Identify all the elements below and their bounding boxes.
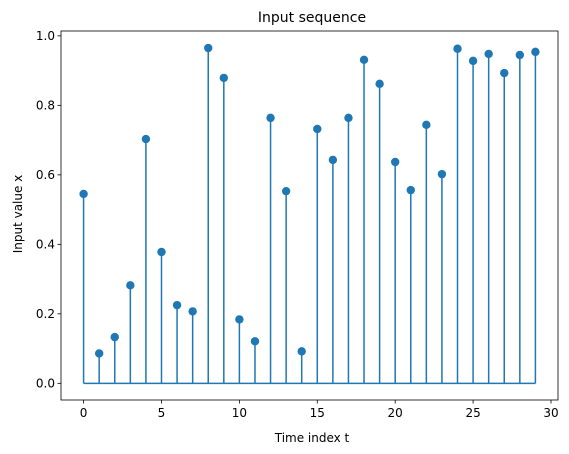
stem-marker — [126, 281, 135, 290]
stem-marker — [157, 247, 166, 257]
stem-marker — [94, 349, 104, 358]
stem-marker — [328, 155, 338, 165]
x-tick-label: 5 — [158, 406, 166, 420]
stem-marker — [313, 124, 322, 134]
y-axis-label: Input value x — [11, 175, 25, 254]
x-tick-label: 25 — [465, 406, 480, 420]
stem-marker — [422, 120, 431, 130]
y-tick-label: 0.6 — [36, 168, 55, 182]
stem-marker — [297, 347, 306, 356]
stem-marker — [79, 189, 88, 199]
y-tick-label: 0.4 — [36, 237, 55, 251]
chart-title: Input sequence — [258, 10, 366, 26]
stem-marker — [266, 113, 275, 123]
stem-marker — [172, 300, 182, 310]
stem-marker — [219, 73, 229, 83]
stem-marker — [375, 79, 384, 89]
stem-marker — [453, 44, 462, 53]
x-tick-label: 10 — [232, 406, 247, 420]
x-tick-label: 20 — [388, 406, 403, 420]
stem-marker — [484, 49, 493, 59]
x-axis-label: Time index t — [274, 431, 350, 445]
stem-marker — [515, 50, 525, 60]
y-tick-label: 0.2 — [36, 307, 55, 321]
y-tick-label: 0.8 — [36, 98, 55, 112]
stem-marker — [281, 186, 291, 196]
x-tick-label: 15 — [310, 406, 325, 420]
stem-marker — [406, 185, 415, 195]
y-tick-label: 1.0 — [36, 29, 55, 43]
stem-marker — [204, 43, 213, 53]
stem-marker — [110, 332, 119, 342]
x-tick-label: 0 — [80, 406, 88, 420]
x-tick-label: 30 — [543, 406, 558, 420]
stem-marker — [250, 337, 260, 346]
stem-marker — [141, 134, 151, 144]
stem-marker — [188, 307, 197, 316]
y-tick-label: 0.0 — [36, 376, 55, 390]
stem-marker — [344, 113, 353, 123]
stem-marker — [235, 315, 244, 324]
stem-marker — [437, 169, 447, 179]
stem-marker — [531, 47, 540, 57]
stem-marker — [359, 55, 369, 65]
stem-marker — [390, 157, 400, 167]
stem-marker — [500, 68, 509, 78]
axes-frame — [60, 30, 559, 401]
stem-marker — [468, 56, 478, 66]
